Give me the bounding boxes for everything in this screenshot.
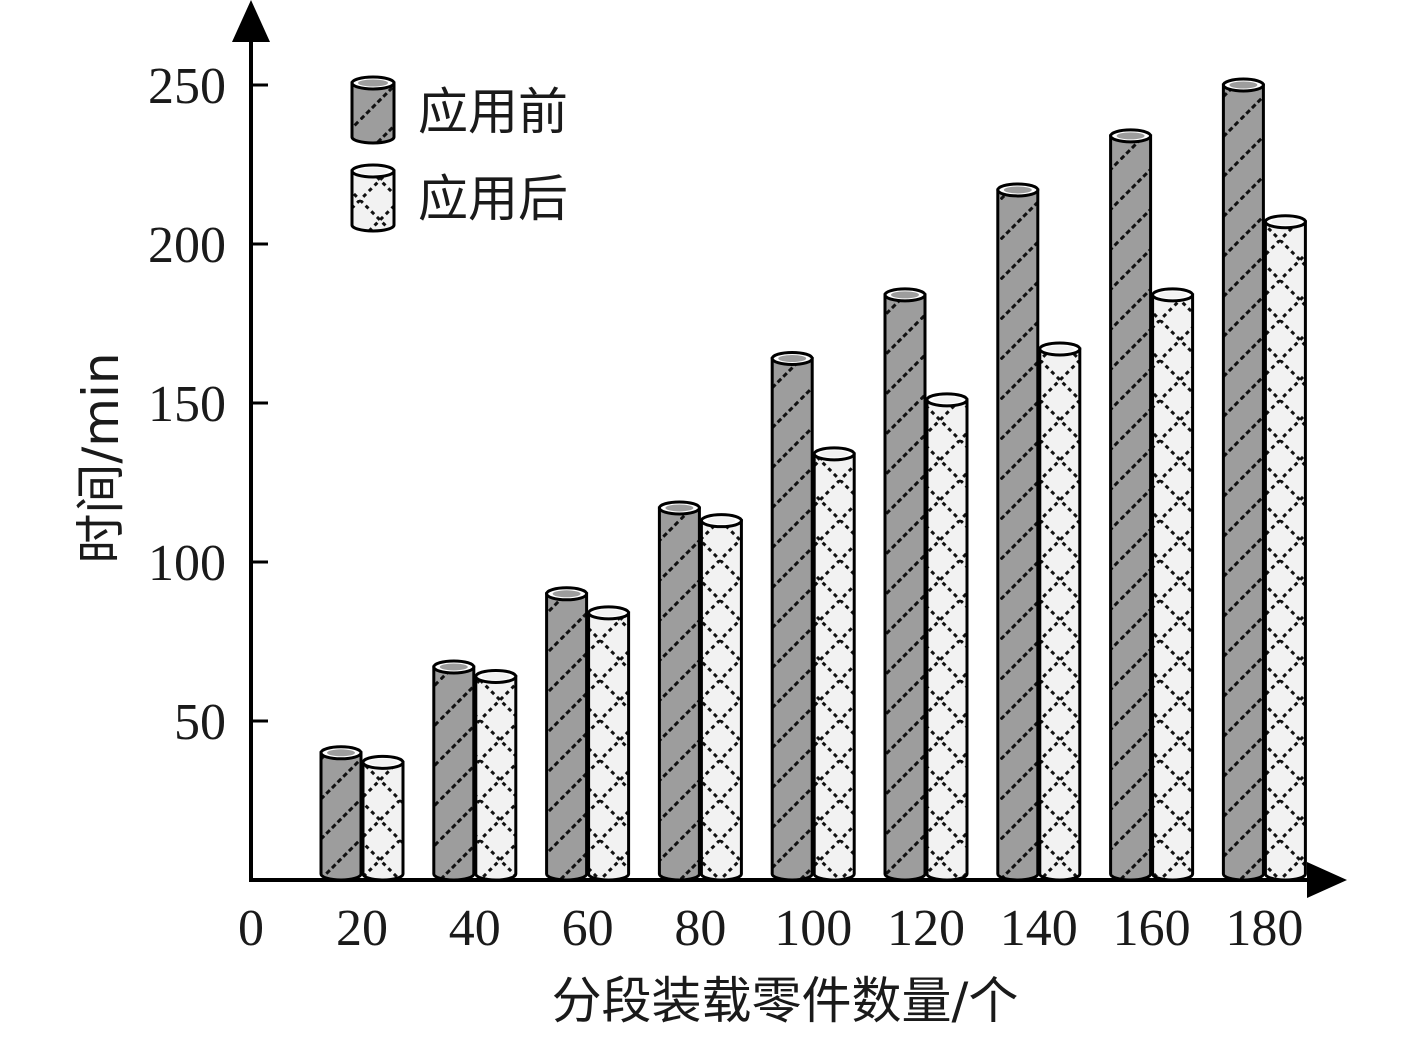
bar-after-60 <box>587 605 631 882</box>
x-origin-label: 0 <box>238 900 264 957</box>
legend-swatch-before-shape-body <box>350 81 396 145</box>
bar-after-160-body <box>1151 293 1195 882</box>
bar-after-100 <box>812 446 856 882</box>
x-tick-label-100: 100 <box>774 900 852 957</box>
bar-before-120-top-inner <box>891 291 919 299</box>
bar-after-60-top-inner <box>594 609 623 617</box>
bar-before-100-body <box>770 356 814 882</box>
legend-swatch-before <box>350 75 396 145</box>
bars <box>319 77 1307 882</box>
x-tick-label-180: 180 <box>1225 900 1303 957</box>
bar-after-60-body <box>587 611 631 882</box>
legend-swatch-before-shape <box>350 75 396 145</box>
bar-before-180-body <box>1221 83 1265 882</box>
y-axis-arrow <box>232 0 270 42</box>
x-tick-label-80: 80 <box>674 900 726 957</box>
bar-before-100 <box>770 350 814 882</box>
y-tick-label-250: 250 <box>148 58 226 115</box>
bar-before-60-body <box>545 592 589 882</box>
y-ticks: 50 100 150 200 250 <box>148 58 268 751</box>
legend-swatch-after <box>350 163 396 233</box>
bar-after-140-body <box>1038 347 1082 882</box>
bar-after-160-top-inner <box>1158 291 1187 299</box>
legend-swatch-after-shape-top-inner <box>358 167 388 175</box>
x-axis-title: 分段装载零件数量/个 <box>552 972 1019 1030</box>
y-tick-label-150: 150 <box>148 376 226 433</box>
x-tick-label-140: 140 <box>1000 900 1078 957</box>
bar-before-20-body <box>319 751 363 882</box>
bar-after-120-body <box>925 398 969 882</box>
bar-before-40 <box>432 659 476 882</box>
bar-before-180-top-inner <box>1229 81 1258 89</box>
legend-swatch-after-shape <box>350 163 396 233</box>
bar-before-160-top-inner <box>1116 132 1145 140</box>
x-ticks: 20 40 60 80 100 120 140 160 180 <box>336 900 1303 957</box>
bar-before-20-top-inner <box>327 749 355 757</box>
bar-before-20 <box>319 745 363 882</box>
bar-before-160-body <box>1109 134 1153 882</box>
x-tick-label-40: 40 <box>449 900 501 957</box>
y-tick-label-50: 50 <box>174 694 226 751</box>
bar-after-160 <box>1151 287 1195 882</box>
bar-before-40-body <box>432 665 476 882</box>
legend: 应用前 应用后 <box>350 75 568 233</box>
bar-after-140 <box>1038 341 1082 882</box>
x-tick-label-160: 160 <box>1113 900 1191 957</box>
x-tick-label-20: 20 <box>336 900 388 957</box>
bar-after-80-body <box>699 519 743 882</box>
bar-after-100-body <box>812 452 856 882</box>
bar-after-180 <box>1263 214 1307 882</box>
bar-before-140-body <box>996 188 1040 882</box>
legend-label-after: 应用后 <box>418 170 568 228</box>
bar-after-20-top-inner <box>369 758 397 766</box>
legend-item-before: 应用前 <box>350 75 568 145</box>
bar-after-180-top-inner <box>1271 218 1300 226</box>
bar-before-160 <box>1109 128 1153 882</box>
bar-before-180 <box>1221 77 1265 882</box>
bar-after-140-top-inner <box>1045 345 1074 353</box>
legend-item-after: 应用后 <box>350 163 568 233</box>
bar-before-80-body <box>657 506 701 882</box>
bar-after-40-body <box>474 674 518 882</box>
y-axis-title: 时间/min <box>72 352 130 563</box>
legend-swatch-after-shape-body <box>350 169 396 233</box>
bar-after-120-top-inner <box>933 396 961 404</box>
x-tick-label-60: 60 <box>562 900 614 957</box>
bar-after-40-top-inner <box>481 672 510 680</box>
bar-before-140 <box>996 182 1040 882</box>
bar-after-40 <box>474 668 518 882</box>
bar-before-120-body <box>883 293 927 882</box>
bar-before-80 <box>657 500 701 882</box>
bar-before-40-top-inner <box>439 663 468 671</box>
x-axis-arrow <box>1307 862 1347 898</box>
bar-after-20 <box>361 754 405 882</box>
bar-after-180-body <box>1263 220 1307 882</box>
bar-before-60-top-inner <box>552 590 581 598</box>
bar-before-60 <box>545 586 589 882</box>
bar-before-80-top-inner <box>665 504 694 512</box>
legend-swatch-before-shape-top-inner <box>358 79 388 87</box>
y-tick-label-200: 200 <box>148 217 226 274</box>
bar-before-120 <box>883 287 927 882</box>
y-tick-label-100: 100 <box>148 535 226 592</box>
legend-label-before: 应用前 <box>418 83 568 141</box>
bar-after-20-body <box>361 760 405 882</box>
bar-after-120 <box>925 392 969 882</box>
x-tick-label-120: 120 <box>887 900 965 957</box>
bar-before-140-top-inner <box>1003 186 1032 194</box>
bar-after-80 <box>699 513 743 882</box>
bar-after-80-top-inner <box>707 517 736 525</box>
bar-before-100-top-inner <box>778 354 807 362</box>
bar-after-100-top-inner <box>820 450 849 458</box>
